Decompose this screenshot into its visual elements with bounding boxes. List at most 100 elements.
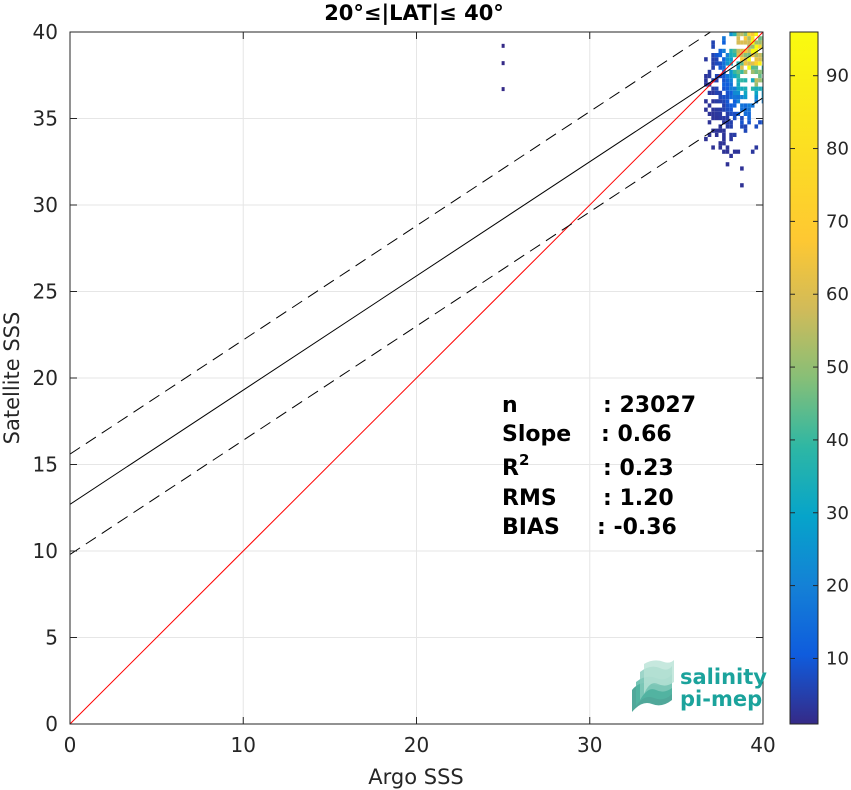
density-cell — [736, 69, 741, 74]
density-cell — [729, 32, 733, 37]
density-cell — [758, 57, 762, 62]
density-cell — [704, 82, 708, 87]
density-cell — [761, 95, 763, 100]
density-cell — [747, 40, 751, 45]
density-cell — [718, 145, 723, 150]
density-cell — [750, 48, 755, 53]
density-cell — [750, 69, 755, 74]
density-cell — [736, 82, 741, 87]
density-cell — [743, 61, 748, 66]
density-cell — [758, 40, 762, 45]
density-cell — [725, 124, 730, 129]
density-cell — [718, 141, 723, 146]
y-tick-label: 30 — [33, 193, 58, 217]
density-cell — [718, 107, 723, 112]
density-cell — [722, 137, 726, 142]
density-cell — [718, 99, 723, 104]
density-cell — [711, 65, 715, 70]
colorbar-tick-label: 20 — [826, 576, 849, 597]
colorbar-ticks: 10 20 30 40 50 60 70 80 90 — [790, 66, 849, 669]
density-cell — [736, 149, 741, 154]
density-cell — [714, 86, 719, 91]
colorbar-tick-label: 30 — [826, 503, 849, 524]
density-cell — [736, 99, 741, 104]
density-cell — [725, 74, 730, 79]
density-cell — [722, 149, 726, 154]
density-cell — [722, 57, 726, 62]
density-cell — [740, 116, 744, 121]
density-cell — [736, 53, 741, 58]
density-cell — [722, 99, 726, 104]
stat-label-slope: Slope — [502, 422, 571, 447]
density-cell — [743, 36, 748, 41]
stat-label-bias: BIAS — [502, 515, 560, 540]
density-cell — [750, 149, 755, 154]
y-tick-label: 0 — [45, 712, 58, 736]
stat-value-rms: : 1.20 — [603, 486, 674, 511]
density-cell — [714, 99, 719, 104]
density-cell — [722, 95, 726, 100]
chart-title: 20°≤|LAT|≤ 40° — [324, 1, 504, 26]
density-cell — [725, 149, 730, 154]
density-cell — [732, 103, 737, 108]
density-cell — [754, 95, 759, 100]
density-cell — [754, 99, 759, 104]
colorbar-tick-label: 50 — [826, 357, 849, 378]
density-cell — [736, 78, 741, 83]
wave-logo-icon — [632, 660, 674, 712]
density-cell — [714, 128, 719, 133]
density-cell — [754, 82, 759, 87]
x-tick-label: 40 — [750, 733, 775, 757]
density-cell — [704, 74, 708, 79]
density-cell — [707, 90, 712, 95]
density-cell — [729, 107, 733, 112]
density-cell — [718, 128, 723, 133]
density-cell — [754, 44, 759, 49]
density-cell — [711, 116, 715, 121]
density-cell — [743, 90, 748, 95]
fit-lines — [70, 32, 763, 724]
density-cell — [722, 120, 726, 125]
density-cell — [743, 86, 748, 91]
y-tick-label: 35 — [33, 107, 58, 131]
colorbar-frame — [789, 31, 819, 725]
density-cell — [714, 74, 719, 79]
density-cell — [718, 116, 723, 121]
density-cell — [722, 74, 726, 79]
x-tick-label: 20 — [404, 733, 429, 757]
density-cell — [714, 78, 719, 83]
density-cell — [750, 44, 755, 49]
density-cell — [740, 107, 744, 112]
colorbar-tick-label: 10 — [826, 648, 849, 669]
density-cell — [736, 86, 741, 91]
density-cell — [743, 48, 748, 53]
density-cell — [714, 132, 719, 137]
density-cell — [707, 69, 712, 74]
density-cell — [725, 53, 730, 58]
density-cell — [740, 69, 744, 74]
density-cell — [718, 124, 723, 129]
density-cell — [704, 107, 708, 112]
density-cell — [729, 120, 733, 125]
density-cell — [732, 95, 737, 100]
density-cell — [711, 86, 715, 91]
stat-label-r: R — [502, 456, 519, 481]
density-cell — [732, 90, 737, 95]
density-cell — [732, 32, 737, 37]
density-cell — [750, 32, 755, 37]
density-cell — [718, 65, 723, 70]
density-cell — [732, 48, 737, 53]
x-ticks: 0 10 20 30 40 — [64, 32, 776, 757]
density-cell — [729, 90, 733, 95]
density-cell — [747, 44, 751, 49]
colorbar-tick-label: 90 — [826, 66, 849, 87]
density-cell — [725, 103, 730, 108]
density-cell — [743, 103, 748, 108]
density-cell — [714, 53, 719, 58]
density-cell — [722, 82, 726, 87]
density-cell — [729, 103, 733, 108]
density-cell — [754, 90, 759, 95]
density-cell — [722, 103, 726, 108]
density-cell — [725, 120, 730, 125]
line-upper-bound — [70, 32, 712, 455]
